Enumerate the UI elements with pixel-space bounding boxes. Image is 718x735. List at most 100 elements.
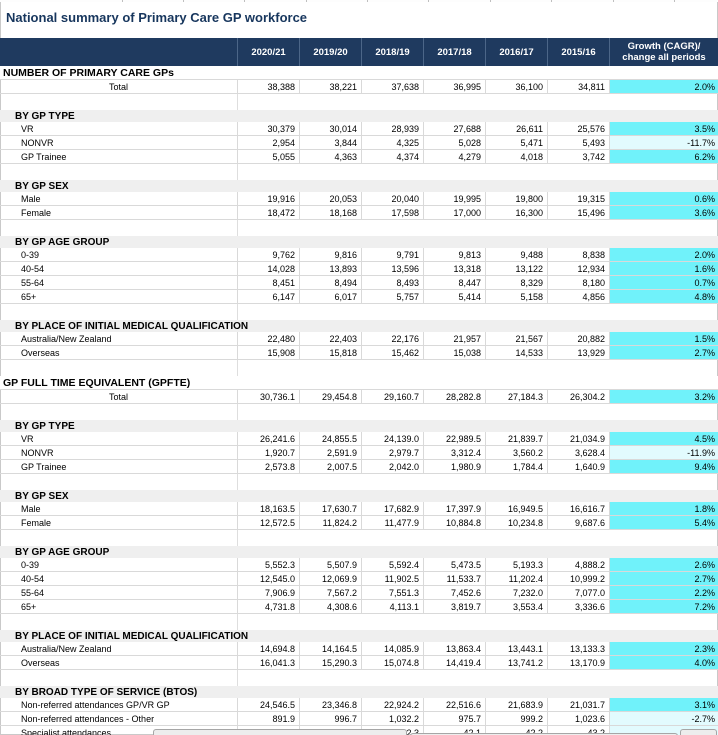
value-cell: 38,221 bbox=[300, 80, 362, 94]
value-cell: 8,493 bbox=[362, 276, 424, 290]
section-gap bbox=[0, 94, 718, 110]
table-row: NONVR 2,954 3,844 4,325 5,028 5,471 5,493 -11.7… bbox=[0, 136, 718, 150]
cropped-row-above-strip bbox=[0, 0, 718, 2]
table-row: 0-39 5,552.3 5,507.9 5,592.4 5,473.5 5,193.3 4… bbox=[0, 558, 718, 572]
page-title: National summary of Primary Care GP work… bbox=[6, 10, 308, 25]
value-cell: 42.1 bbox=[424, 726, 486, 735]
value-cell: 14,533 bbox=[486, 346, 548, 360]
year-column-header: 2015/16 bbox=[548, 38, 610, 66]
value-cell: 18,168 bbox=[300, 206, 362, 220]
value-cell: 22,516.6 bbox=[424, 698, 486, 712]
section-gap bbox=[0, 304, 718, 320]
value-cell: 2,591.9 bbox=[300, 446, 362, 460]
value-cell: 5,028 bbox=[424, 136, 486, 150]
row-label: Non-referred attendances - Other bbox=[0, 712, 238, 726]
row-label: Male bbox=[0, 502, 238, 516]
value-cell: 17,682.9 bbox=[362, 502, 424, 516]
value-cell: 18,163.5 bbox=[238, 502, 300, 516]
section-heading: GP FULL TIME EQUIVALENT (GPFTE) bbox=[0, 376, 718, 390]
value-cell: 9,488 bbox=[486, 248, 548, 262]
gap-label-column bbox=[0, 474, 238, 490]
value-cell: 3,336.6 bbox=[548, 600, 610, 614]
table-header-row: 2020/21 2019/20 2018/19 2017/18 2016/17 2015/… bbox=[0, 38, 718, 66]
value-cell: 6,147 bbox=[238, 290, 300, 304]
row-label: 65+ bbox=[0, 600, 238, 614]
gap-label-column bbox=[0, 670, 238, 686]
section-gap bbox=[0, 670, 718, 686]
section-gap bbox=[0, 614, 718, 630]
value-cell: 19,916 bbox=[238, 192, 300, 206]
value-cell: 9,813 bbox=[424, 248, 486, 262]
column-tick bbox=[244, 0, 245, 2]
value-cell: 19,995 bbox=[424, 192, 486, 206]
value-cell: 28,282.8 bbox=[424, 390, 486, 404]
table-row: VR 26,241.6 24,855.5 24,139.0 22,989.5 21,839… bbox=[0, 432, 718, 446]
table-row: VR 30,379 30,014 28,939 27,688 26,611 25,576 3.… bbox=[0, 122, 718, 136]
value-cell: 5,552.3 bbox=[238, 558, 300, 572]
column-tick bbox=[674, 0, 675, 2]
section-heading: BY GP SEX bbox=[0, 180, 718, 192]
value-cell: 1,920.7 bbox=[238, 446, 300, 460]
value-cell: 4,888.2 bbox=[548, 558, 610, 572]
value-cell: 22,403 bbox=[300, 332, 362, 346]
year-column-header: 2016/17 bbox=[486, 38, 548, 66]
value-cell: 5,757 bbox=[362, 290, 424, 304]
value-cell: 3,819.7 bbox=[424, 600, 486, 614]
table-row: GP Trainee 2,573.8 2,007.5 2,042.0 1,980.9 1,… bbox=[0, 460, 718, 474]
growth-header-line1: Growth (CAGR)/ bbox=[627, 41, 701, 52]
value-cell: 17,598 bbox=[362, 206, 424, 220]
growth-cell: 2.7% bbox=[610, 572, 718, 586]
value-cell: 27,688 bbox=[424, 122, 486, 136]
corner-header-cell bbox=[0, 38, 238, 66]
growth-cell: 3.5% bbox=[610, 122, 718, 136]
growth-cell: 0.6% bbox=[610, 192, 718, 206]
value-cell: 18,472 bbox=[238, 206, 300, 220]
value-cell: 7,452.6 bbox=[424, 586, 486, 600]
value-cell: 26,304.2 bbox=[548, 390, 610, 404]
table-row: 40-54 14,028 13,893 13,596 13,318 13,122 12,93… bbox=[0, 262, 718, 276]
row-label: VR bbox=[0, 432, 238, 446]
value-cell: 4,731.8 bbox=[238, 600, 300, 614]
growth-cell: 4.0% bbox=[610, 656, 718, 670]
year-column-header: 2018/19 bbox=[362, 38, 424, 66]
value-cell: 16,041.3 bbox=[238, 656, 300, 670]
value-cell: 2,954 bbox=[238, 136, 300, 150]
value-cell: 7,077.0 bbox=[548, 586, 610, 600]
value-cell: 22,176 bbox=[362, 332, 424, 346]
value-cell: 17,397.9 bbox=[424, 502, 486, 516]
table-body: NUMBER OF PRIMARY CARE GPs Total 38,388 38,… bbox=[0, 66, 718, 735]
row-label: Female bbox=[0, 206, 238, 220]
value-cell: 2,573.8 bbox=[238, 460, 300, 474]
gap-label-column bbox=[0, 360, 238, 376]
table-row: 65+ 4,731.8 4,308.6 4,113.1 3,819.7 3,553.4 3,… bbox=[0, 600, 718, 614]
value-cell: 8,838 bbox=[548, 248, 610, 262]
table-row: Male 19,916 20,053 20,040 19,995 19,800 19,315… bbox=[0, 192, 718, 206]
growth-cell: 4.5% bbox=[610, 432, 718, 446]
growth-cell: -11.7% bbox=[610, 136, 718, 150]
growth-cell: 5.4% bbox=[610, 516, 718, 530]
section-gap bbox=[0, 530, 718, 546]
row-label: 55-64 bbox=[0, 586, 238, 600]
column-tick bbox=[183, 0, 184, 2]
table-row: NONVR 1,920.7 2,591.9 2,979.7 3,312.4 3,560.2… bbox=[0, 446, 718, 460]
growth-column-header: Growth (CAGR)/ change all periods bbox=[610, 38, 718, 66]
gap-label-column bbox=[0, 94, 238, 110]
table-row: 55-64 8,451 8,494 8,493 8,447 8,329 8,180 0.7% bbox=[0, 276, 718, 290]
row-label: GP Trainee bbox=[0, 150, 238, 164]
row-label: NONVR bbox=[0, 446, 238, 460]
value-cell: 36,100 bbox=[486, 80, 548, 94]
value-cell: 13,443.1 bbox=[486, 642, 548, 656]
growth-cell: 9.4% bbox=[610, 460, 718, 474]
table-row: 65+ 6,147 6,017 5,757 5,414 5,158 4,856 4.8% bbox=[0, 290, 718, 304]
section-gap bbox=[0, 220, 718, 236]
column-tick bbox=[428, 0, 429, 2]
value-cell: 24,546.5 bbox=[238, 698, 300, 712]
gap-label-column bbox=[0, 404, 238, 420]
value-cell: 24,855.5 bbox=[300, 432, 362, 446]
value-cell: 43.2 bbox=[548, 726, 610, 735]
value-cell: 1,784.4 bbox=[486, 460, 548, 474]
growth-cell: 2.7% bbox=[610, 346, 718, 360]
row-label: Male bbox=[0, 192, 238, 206]
row-label: Non-referred attendances GP/VR GP bbox=[0, 698, 238, 712]
growth-cell: 2.2% bbox=[610, 586, 718, 600]
